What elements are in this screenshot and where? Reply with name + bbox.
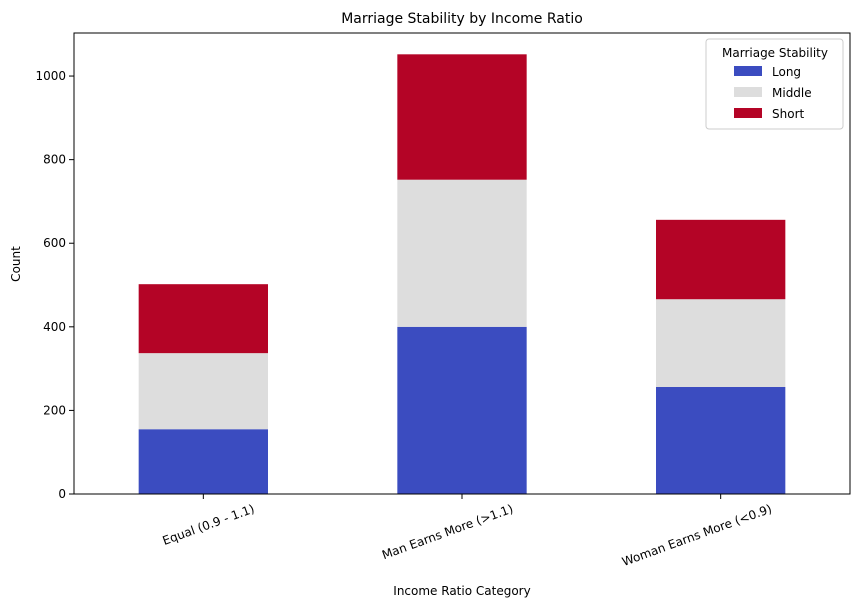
legend-title: Marriage Stability (722, 46, 828, 60)
y-tick-label: 200 (43, 403, 66, 417)
bar-short-2 (656, 219, 786, 300)
bar-middle-0 (138, 353, 268, 430)
legend-label-long: Long (772, 65, 801, 79)
y-axis-label: Count (9, 246, 23, 282)
bar-middle-1 (397, 179, 527, 327)
y-tick-label: 600 (43, 236, 66, 250)
bar-middle-2 (656, 299, 786, 388)
legend-label-middle: Middle (772, 86, 812, 100)
y-tick-label: 0 (58, 487, 66, 501)
x-tick-label: Equal (0.9 - 1.1) (161, 502, 257, 548)
x-tick-label: Woman Earns More (<0.9) (620, 502, 774, 569)
legend-swatch-short (734, 108, 762, 118)
legend-swatch-long (734, 66, 762, 76)
chart-title: Marriage Stability by Income Ratio (341, 11, 583, 27)
x-axis: Equal (0.9 - 1.1) Man Earns More (>1.1) Wo… (161, 494, 774, 569)
bar-long-0 (138, 429, 268, 494)
y-tick-label: 800 (43, 153, 66, 167)
y-axis: 0 200 400 600 800 1000 (35, 69, 74, 501)
x-tick-label: Man Earns More (>1.1) (380, 502, 515, 563)
y-tick-label: 400 (43, 320, 66, 334)
legend-label-short: Short (772, 107, 804, 121)
legend-frame (705, 38, 844, 130)
plot-frame (73, 32, 851, 495)
bars-group (138, 54, 786, 494)
legend: Marriage Stability Long Middle Short (705, 38, 844, 130)
legend-swatch-middle (734, 87, 762, 97)
bar-short-0 (138, 284, 268, 354)
bar-long-1 (397, 326, 527, 494)
x-axis-label: Income Ratio Category (393, 584, 530, 598)
y-tick-label: 1000 (35, 69, 66, 83)
bar-short-1 (397, 54, 527, 180)
bar-long-2 (656, 387, 786, 494)
